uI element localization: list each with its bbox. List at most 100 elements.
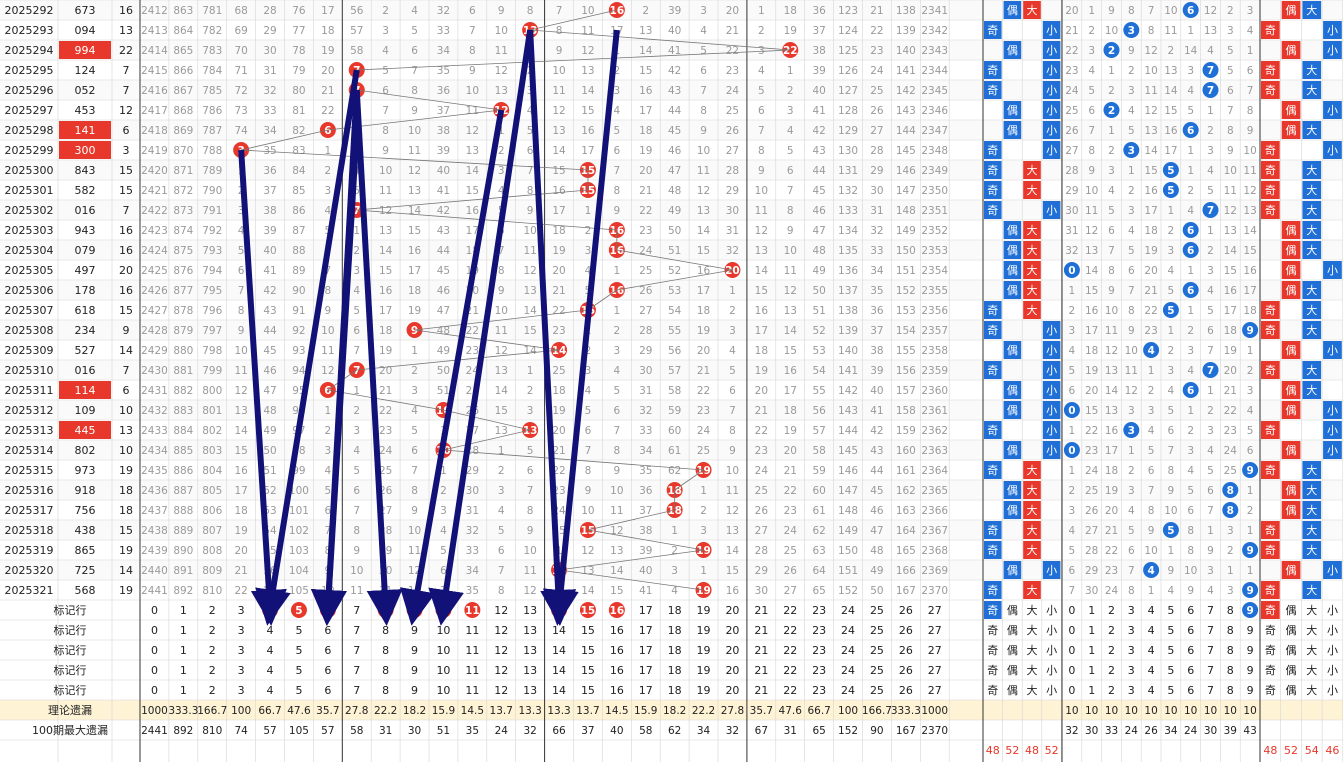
tail-miss-value: 16 bbox=[1085, 305, 1099, 317]
miss-value: 11 bbox=[523, 565, 536, 577]
bottom-stat: 48 bbox=[1025, 744, 1039, 757]
marker-tail-value: 7 bbox=[1207, 684, 1214, 697]
marker-tail-value: 3 bbox=[1128, 644, 1135, 657]
marker-value: 0 bbox=[151, 624, 158, 637]
parity-cell bbox=[1042, 561, 1061, 579]
miss-value: 37 bbox=[639, 505, 652, 517]
marker-row-label: 标记行 bbox=[54, 683, 87, 697]
miss-value: 14 bbox=[784, 325, 798, 337]
tail-parity-label: 小 bbox=[1327, 404, 1338, 417]
miss-value: 23 bbox=[552, 325, 565, 337]
tail-miss-value: 29 bbox=[1065, 185, 1078, 197]
marker-sparity-label: 偶 bbox=[1286, 624, 1297, 637]
marker-parity-label: 小 bbox=[1046, 604, 1057, 617]
miss-value: 2440 bbox=[141, 565, 168, 577]
marker-tail-value: 0 bbox=[1068, 664, 1075, 677]
tail-parity-label: 大 bbox=[1306, 483, 1317, 497]
miss-value: 2 bbox=[758, 25, 765, 37]
marker-row-bg bbox=[0, 680, 1343, 700]
miss-value: 44 bbox=[870, 465, 884, 477]
tail-parity-label: 大 bbox=[1306, 63, 1317, 77]
theory-value: 166.7 bbox=[862, 705, 892, 717]
miss-value: 797 bbox=[202, 325, 222, 337]
miss-value: 879 bbox=[173, 325, 193, 337]
miss-value: 2416 bbox=[141, 85, 168, 97]
marker-value: 9 bbox=[411, 684, 418, 697]
draw-number: 527 bbox=[75, 344, 96, 357]
marker-tail-value: 8 bbox=[1227, 684, 1234, 697]
miss-value: 11 bbox=[697, 165, 710, 177]
miss-value: 2412 bbox=[141, 5, 168, 17]
tail-miss-value: 14 bbox=[1243, 225, 1257, 237]
tail-miss-value: 13 bbox=[1144, 125, 1157, 137]
miss-value: 12 bbox=[726, 505, 739, 517]
marker-value: 27 bbox=[928, 684, 942, 697]
miss-value: 22 bbox=[466, 325, 479, 337]
tail-miss-value: 3 bbox=[1207, 145, 1214, 157]
tail-parity-cell bbox=[1323, 141, 1342, 159]
tail-parity-cell bbox=[1302, 201, 1322, 219]
tail-miss-value: 24 bbox=[1065, 85, 1079, 97]
miss-value: 43 bbox=[263, 305, 276, 317]
miss-value: 7 bbox=[469, 25, 476, 37]
miss-value: 20 bbox=[697, 345, 710, 357]
miss-value: 3 bbox=[729, 325, 736, 337]
miss-value: 9 bbox=[527, 205, 534, 217]
tail-miss-value: 2 bbox=[1148, 385, 1155, 397]
marker-value: 15 bbox=[581, 684, 595, 697]
miss-value: 13 bbox=[523, 285, 536, 297]
miss-value: 33 bbox=[466, 545, 479, 557]
tail-miss-value: 1 bbox=[1247, 485, 1254, 497]
tail-miss-value: 18 bbox=[1243, 305, 1256, 317]
marker-value: 15 bbox=[581, 664, 595, 677]
miss-value: 143 bbox=[896, 105, 916, 117]
miss-value: 24 bbox=[755, 465, 769, 477]
sum-value: 18 bbox=[119, 504, 133, 517]
tail-parity-cell bbox=[1261, 321, 1280, 339]
miss-value: 33 bbox=[870, 245, 883, 257]
miss-value: 14 bbox=[581, 585, 595, 597]
miss-value: 4 bbox=[411, 5, 418, 17]
miss-value: 46 bbox=[263, 365, 277, 377]
parity-label: 小 bbox=[1046, 44, 1057, 57]
miss-value: 45 bbox=[263, 345, 276, 357]
tail-parity-label: 奇 bbox=[1265, 324, 1276, 337]
tail-parity-cell bbox=[1302, 541, 1322, 559]
sum-value: 19 bbox=[119, 584, 133, 597]
miss-value: 29 bbox=[726, 185, 739, 197]
tail-parity-label: 大 bbox=[1306, 3, 1317, 17]
marker-sparity-label: 小 bbox=[1327, 644, 1338, 657]
miss-value: 26 bbox=[755, 505, 769, 517]
miss-value: 2438 bbox=[141, 525, 168, 537]
parity-label: 大 bbox=[1027, 543, 1038, 557]
tail-miss-value: 10 bbox=[1144, 65, 1157, 77]
miss-value: 2366 bbox=[921, 505, 948, 517]
miss-value: 9 bbox=[700, 125, 707, 137]
tail-miss-value: 3 bbox=[1128, 85, 1135, 97]
miss-value: 150 bbox=[896, 245, 916, 257]
tail-miss-value: 18 bbox=[1105, 465, 1118, 477]
miss-value: 18 bbox=[379, 325, 392, 337]
miss-value: 8 bbox=[527, 505, 534, 517]
miss-value: 2434 bbox=[141, 445, 168, 457]
miss-value: 810 bbox=[202, 585, 222, 597]
miss-value: 103 bbox=[289, 545, 309, 557]
miss-value: 8 bbox=[787, 205, 794, 217]
marker-sparity-label: 小 bbox=[1327, 604, 1338, 617]
miss-value: 2 bbox=[527, 385, 534, 397]
miss-value: 7 bbox=[411, 465, 418, 477]
miss-value: 2 bbox=[325, 425, 332, 437]
miss-value: 38 bbox=[437, 125, 450, 137]
miss-value: 12 bbox=[408, 165, 421, 177]
row-bg bbox=[0, 60, 1343, 80]
marker-value: 11 bbox=[465, 684, 479, 697]
sum-value: 10 bbox=[119, 444, 133, 457]
miss-value: 26 bbox=[639, 285, 653, 297]
miss-value: 9 bbox=[556, 45, 563, 57]
marker-sparity-label: 奇 bbox=[1265, 604, 1276, 617]
tail-miss-value: 5 bbox=[1187, 485, 1194, 497]
max-value: 810 bbox=[202, 725, 222, 737]
parity-cell bbox=[1023, 541, 1041, 559]
miss-value: 2423 bbox=[141, 225, 168, 237]
marker-tail-value: 5 bbox=[1167, 644, 1174, 657]
